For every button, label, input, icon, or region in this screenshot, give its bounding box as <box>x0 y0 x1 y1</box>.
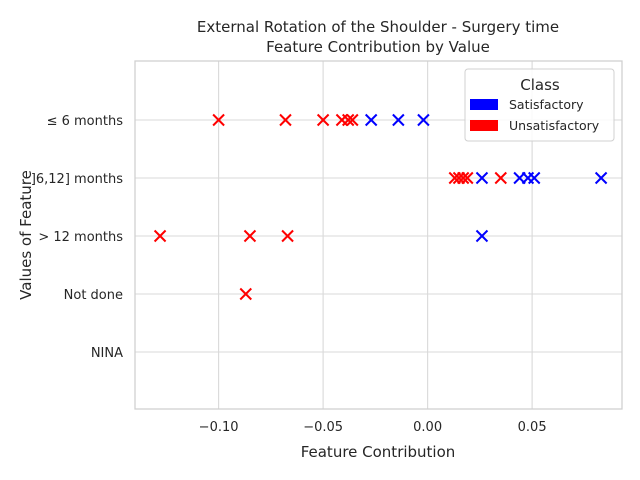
y-tick-label: ]6,12] months <box>31 172 123 187</box>
x-tick-label: 0.05 <box>518 420 547 435</box>
data-point-satisfactory <box>364 113 378 127</box>
legend: Class Satisfactory Unsatisfactory <box>464 68 615 142</box>
data-point-satisfactory <box>475 171 489 185</box>
data-point-unsatisfactory <box>279 113 292 127</box>
x-axis-label: Feature Contribution <box>301 443 456 461</box>
data-point-unsatisfactory <box>243 229 257 243</box>
data-point-satisfactory <box>475 229 489 243</box>
legend-title: Class <box>520 76 560 94</box>
data-point-satisfactory <box>594 171 608 185</box>
legend-swatch-unsatisfactory <box>470 120 498 131</box>
data-point-unsatisfactory <box>281 229 294 243</box>
y-tick-label: ≤ 6 months <box>47 114 124 129</box>
y-tick-label: Not done <box>64 288 123 303</box>
data-point-unsatisfactory <box>456 171 470 185</box>
data-point-unsatisfactory <box>494 171 507 185</box>
legend-frame <box>464 68 615 142</box>
y-axis-ticks: ≤ 6 months ]6,12] months > 12 months Not do… <box>31 114 123 361</box>
y-axis-label: Values of Feature <box>17 170 35 300</box>
chart-title-line-1: External Rotation of the Shoulder - Surg… <box>197 18 559 36</box>
data-point-unsatisfactory <box>316 113 330 127</box>
x-axis-ticks: −0.10 −0.05 0.00 0.05 <box>199 420 547 435</box>
chart-title-line-2: Feature Contribution by Value <box>266 38 490 56</box>
legend-label-unsatisfactory: Unsatisfactory <box>509 118 600 133</box>
data-point-unsatisfactory <box>153 229 167 243</box>
data-point-unsatisfactory <box>346 113 359 127</box>
y-tick-label: > 12 months <box>38 230 123 245</box>
legend-label-satisfactory: Satisfactory <box>509 97 584 112</box>
data-point-satisfactory <box>417 113 430 127</box>
data-point-unsatisfactory <box>461 171 474 185</box>
data-point-unsatisfactory <box>341 113 355 127</box>
data-point-unsatisfactory <box>212 113 225 127</box>
x-tick-label: 0.00 <box>413 420 442 435</box>
plot-frame <box>134 60 623 410</box>
x-tick-label: −0.05 <box>303 420 343 435</box>
data-point-unsatisfactory <box>239 287 252 301</box>
y-tick-label: NINA <box>91 346 123 361</box>
legend-swatch-satisfactory <box>470 99 498 110</box>
data-point-satisfactory <box>528 171 541 185</box>
data-points <box>153 113 608 301</box>
x-tick-label: −0.10 <box>199 420 239 435</box>
data-point-satisfactory <box>392 113 405 127</box>
